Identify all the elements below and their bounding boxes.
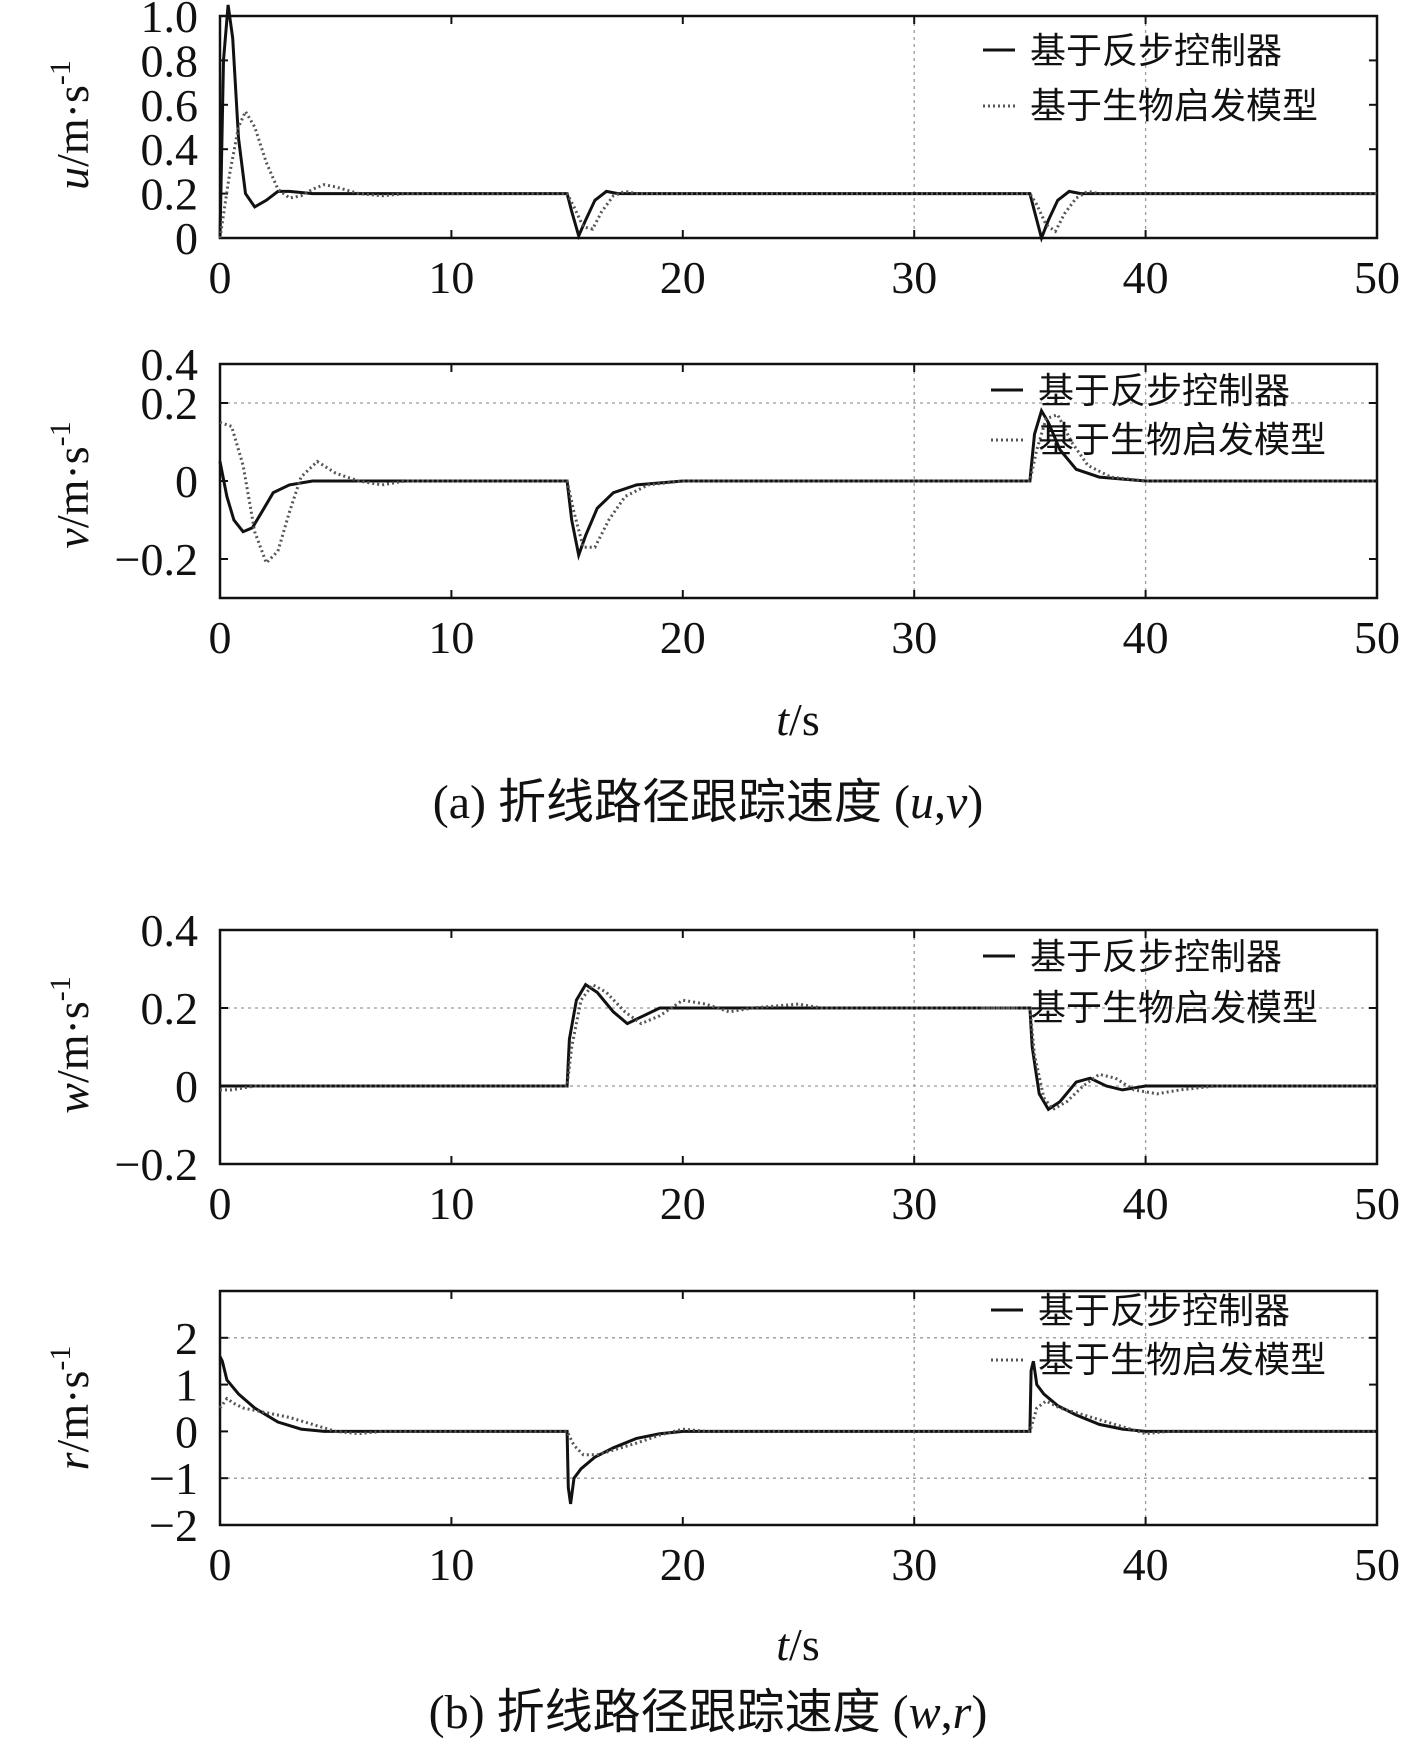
y-axis-label-w: w/m·s-1 (44, 976, 98, 1113)
series-line-bio-inspired (218, 1396, 1377, 1457)
y-tick-label: 0 (175, 1061, 198, 1112)
x-tick-label: 30 (891, 1178, 937, 1229)
legend: 基于反步控制器 基于生物启发模型 (983, 937, 1318, 1029)
x-tick-label: 30 (891, 252, 937, 303)
x-tick-label: 10 (428, 252, 474, 303)
legend-label-bio-inspired: 基于生物启发模型 (1030, 86, 1318, 127)
y-axis-label-u: u/m·s-1 (44, 60, 98, 190)
y-tick-label: 0.4 (141, 124, 199, 175)
legend: 基于反步控制器 基于生物启发模型 (991, 1291, 1326, 1381)
x-tick-label: 0 (209, 612, 232, 663)
y-tick-label: 0.2 (141, 378, 199, 429)
x-tick-label: 30 (891, 612, 937, 663)
x-tick-label: 20 (660, 1539, 706, 1590)
x-tick-label: 50 (1354, 252, 1400, 303)
y-tick-label: −0.2 (115, 1139, 198, 1190)
caption-a: (a) 折线路径跟踪速度 (u,v) (433, 776, 984, 829)
x-tick-label: 30 (891, 1539, 937, 1590)
y-tick-label: 0.2 (141, 983, 199, 1034)
legend-label-backstepping: 基于反步控制器 (1038, 1291, 1290, 1332)
y-tick-label: 0.4 (141, 339, 199, 390)
legend-label-backstepping: 基于反步控制器 (1030, 31, 1282, 72)
series-line-bio-inspired (218, 108, 1377, 239)
y-tick-label: 0 (175, 213, 198, 264)
y-tick-label: 2 (175, 1313, 198, 1364)
y-axis-label-r: r/m·s-1 (44, 1346, 98, 1471)
y-tick-label: 1 (175, 1360, 198, 1411)
x-tick-label: 40 (1123, 1539, 1169, 1590)
y-axis-label-v: v/m·s-1 (44, 421, 98, 548)
series-line-backstepping (218, 1355, 1377, 1505)
x-tick-label: 50 (1354, 1539, 1400, 1590)
x-tick-label: 0 (209, 1539, 232, 1590)
legend-label-bio-inspired: 基于生物启发模型 (1038, 1340, 1326, 1381)
x-tick-label: 20 (660, 252, 706, 303)
x-tick-label: 50 (1354, 1178, 1400, 1229)
x-tick-label: 40 (1123, 612, 1169, 663)
y-tick-label: 1.0 (141, 0, 199, 42)
y-tick-label: 0.2 (141, 169, 199, 220)
x-tick-label: 40 (1123, 1178, 1169, 1229)
legend-label-backstepping: 基于反步控制器 (1038, 371, 1290, 412)
legend-label-bio-inspired: 基于生物启发模型 (1030, 988, 1318, 1029)
y-tick-label: 0 (175, 456, 198, 507)
y-tick-label: 0 (175, 1406, 198, 1457)
legend-label-bio-inspired: 基于生物启发模型 (1038, 420, 1326, 461)
legend: 基于反步控制器 基于生物启发模型 (983, 31, 1318, 127)
y-tick-label: −0.2 (115, 534, 198, 585)
x-tick-label: 0 (209, 252, 232, 303)
legend-label-backstepping: 基于反步控制器 (1030, 937, 1282, 978)
x-tick-label: 50 (1354, 612, 1400, 663)
x-tick-label: 10 (428, 1178, 474, 1229)
x-axis-label-a: t/s (776, 694, 819, 745)
y-tick-label: 0.4 (141, 905, 199, 956)
y-tick-label: 0.8 (141, 35, 199, 86)
series-line-backstepping (218, 4, 1377, 243)
plot-frame (218, 14, 1379, 240)
plot-frame (218, 928, 1379, 1166)
y-tick-label: 0.6 (141, 80, 199, 131)
x-tick-label: 10 (428, 1539, 474, 1590)
chart-panel-w: 0 10 20 30 40 50−0.200.20.4 基于反步控制器 基于生物启发模型 … (44, 905, 1400, 1229)
caption-b: (b) 折线路径跟踪速度 (w,r) (429, 1686, 988, 1739)
x-tick-label: 20 (660, 1178, 706, 1229)
x-axis-label-b: t/s (776, 1619, 819, 1670)
x-tick-label: 10 (428, 612, 474, 663)
legend: 基于反步控制器 基于生物启发模型 (991, 371, 1326, 461)
series-line-bio-inspired (219, 412, 1377, 566)
chart-panel-v: 0 10 20 30 40 50−0.200.20.4 基于反步控制器 基于生物启发模型 … (44, 339, 1400, 663)
x-tick-label: 20 (660, 612, 706, 663)
x-tick-label: 0 (209, 1178, 232, 1229)
y-tick-label: −1 (149, 1453, 198, 1504)
y-tick-label: −2 (149, 1500, 198, 1551)
series-line-backstepping (218, 407, 1377, 561)
x-tick-label: 40 (1123, 252, 1169, 303)
chart-panel-u: 0 10 20 30 40 50 00.20.40.60.81.0 基于反步控制器 基于生物… (44, 0, 1400, 303)
